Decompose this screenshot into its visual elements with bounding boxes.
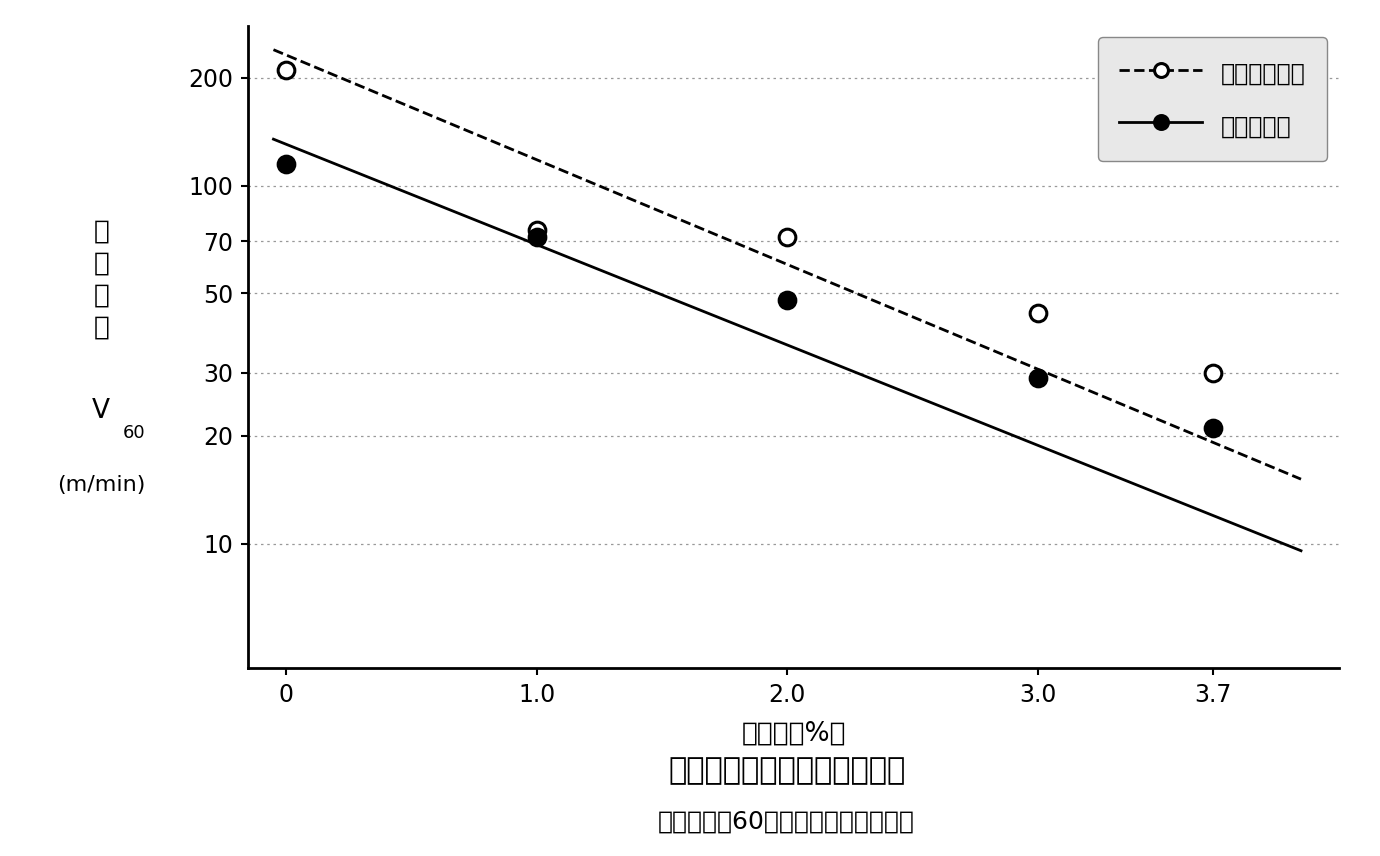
X-axis label: 含有量（%）: 含有量（%） (741, 721, 846, 746)
Text: (m/min): (m/min) (57, 475, 145, 495)
Text: 切
削
速
度: 切 削 速 度 (94, 218, 109, 341)
Text: V: V (92, 398, 110, 424)
Text: 60: 60 (123, 424, 145, 442)
Text: けい素量による被削性の変化: けい素量による被削性の変化 (668, 756, 905, 785)
Text: （工具寿命60分に対する切削速度）: （工具寿命60分に対する切削速度） (658, 810, 915, 834)
Legend: 快削けい素数, 鉛無添加材: 快削けい素数, 鉛無添加材 (1098, 38, 1326, 161)
